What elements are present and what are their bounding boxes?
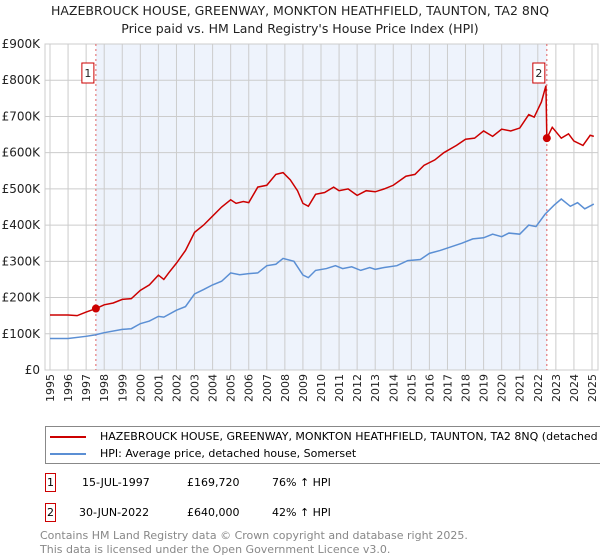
y-tick-label: £500K: [2, 182, 42, 196]
x-tick-label: 2005: [225, 374, 238, 402]
sale-row: 2 30-JUN-2022 £640,000 42% ↑ HPI: [45, 503, 545, 523]
sale-price: £640,000: [187, 506, 240, 519]
x-tick-label: 2002: [170, 374, 183, 402]
sale-hpi: 42% ↑ HPI: [272, 506, 331, 519]
legend-label: HPI: Average price, detached house, Some…: [100, 447, 357, 460]
x-tick-label: 2018: [460, 374, 473, 402]
sale-point: [91, 304, 100, 313]
x-tick-label: 1996: [62, 374, 75, 402]
x-tick-label: 2004: [207, 374, 220, 402]
y-tick-label: £300K: [2, 254, 42, 268]
footer-copyright: Contains HM Land Registry data © Crown c…: [40, 529, 468, 542]
x-tick-label: 2022: [532, 374, 545, 402]
legend-swatch-red: [50, 436, 86, 438]
x-tick-label: 1998: [98, 374, 111, 402]
x-tick-label: 2012: [351, 374, 364, 402]
y-tick-label: £700K: [2, 109, 42, 123]
x-tick-label: 2015: [405, 374, 418, 402]
x-tick-label: 2016: [423, 374, 436, 402]
x-tick-label: 2024: [568, 374, 581, 402]
annotation-label: 2: [535, 67, 542, 80]
x-tick-label: 2013: [369, 374, 382, 402]
x-tick-label: 2007: [261, 374, 274, 402]
series-line: [50, 198, 595, 340]
legend: HAZEBROUCK HOUSE, GREENWAY, MONKTON HEAT…: [45, 426, 600, 464]
x-tick-label: 2003: [189, 374, 202, 402]
y-tick-label: £600K: [2, 146, 42, 160]
x-tick-label: 1999: [116, 374, 129, 402]
sale-date: 15-JUL-1997: [82, 476, 150, 489]
x-tick-label: 2025: [586, 374, 599, 402]
legend-item-property: HAZEBROUCK HOUSE, GREENWAY, MONKTON HEAT…: [50, 430, 600, 444]
x-tick-label: 2011: [333, 374, 346, 402]
y-tick-label: £800K: [2, 73, 42, 87]
sale-badge: 2: [45, 503, 56, 522]
y-tick-label: £0: [25, 363, 40, 377]
sale-row: 1 15-JUL-1997 £169,720 76% ↑ HPI: [45, 473, 545, 493]
sale-point: [542, 134, 551, 143]
plot-border: [44, 43, 599, 371]
y-tick-label: £900K: [2, 37, 42, 51]
annotation-box: [81, 62, 95, 84]
chart-subtitle: Price paid vs. HM Land Registry's House …: [121, 21, 479, 36]
x-tick-label: 1995: [44, 374, 57, 402]
sale-hpi: 76% ↑ HPI: [272, 476, 331, 489]
x-tick-label: 2000: [134, 374, 147, 402]
legend-label: HAZEBROUCK HOUSE, GREENWAY, MONKTON HEAT…: [100, 430, 600, 443]
sale-badge: 1: [45, 473, 56, 492]
chart-title: HAZEBROUCK HOUSE, GREENWAY, MONKTON HEAT…: [50, 3, 550, 18]
annotation-box: [532, 62, 546, 84]
x-tick-label: 2019: [478, 374, 491, 402]
x-tick-label: 2001: [152, 374, 165, 402]
sale-price: £169,720: [187, 476, 240, 489]
x-tick-label: 2023: [550, 374, 563, 402]
x-tick-label: 2010: [315, 374, 328, 402]
x-tick-label: 1997: [80, 374, 93, 402]
footer-licence: This data is licensed under the Open Gov…: [40, 543, 391, 556]
x-tick-label: 2014: [387, 374, 400, 402]
legend-swatch-blue: [50, 453, 86, 455]
series-line: [50, 85, 595, 317]
sale-date: 30-JUN-2022: [79, 506, 150, 519]
legend-item-hpi: HPI: Average price, detached house, Some…: [50, 447, 356, 461]
x-tick-label: 2009: [297, 374, 310, 402]
x-tick-label: 2006: [243, 374, 256, 402]
x-tick-label: 2008: [279, 374, 292, 402]
x-tick-label: 2017: [441, 374, 454, 402]
y-tick-label: £100K: [2, 327, 42, 341]
price-chart: £0 £100K £200K £300K £400K £500K £600K £700K £80…: [2, 37, 599, 402]
x-tick-label: 2021: [514, 374, 527, 402]
x-tick-label: 2020: [496, 374, 509, 402]
y-tick-label: £400K: [2, 218, 42, 232]
y-tick-label: £200K: [2, 291, 42, 305]
annotation-label: 1: [84, 67, 91, 80]
